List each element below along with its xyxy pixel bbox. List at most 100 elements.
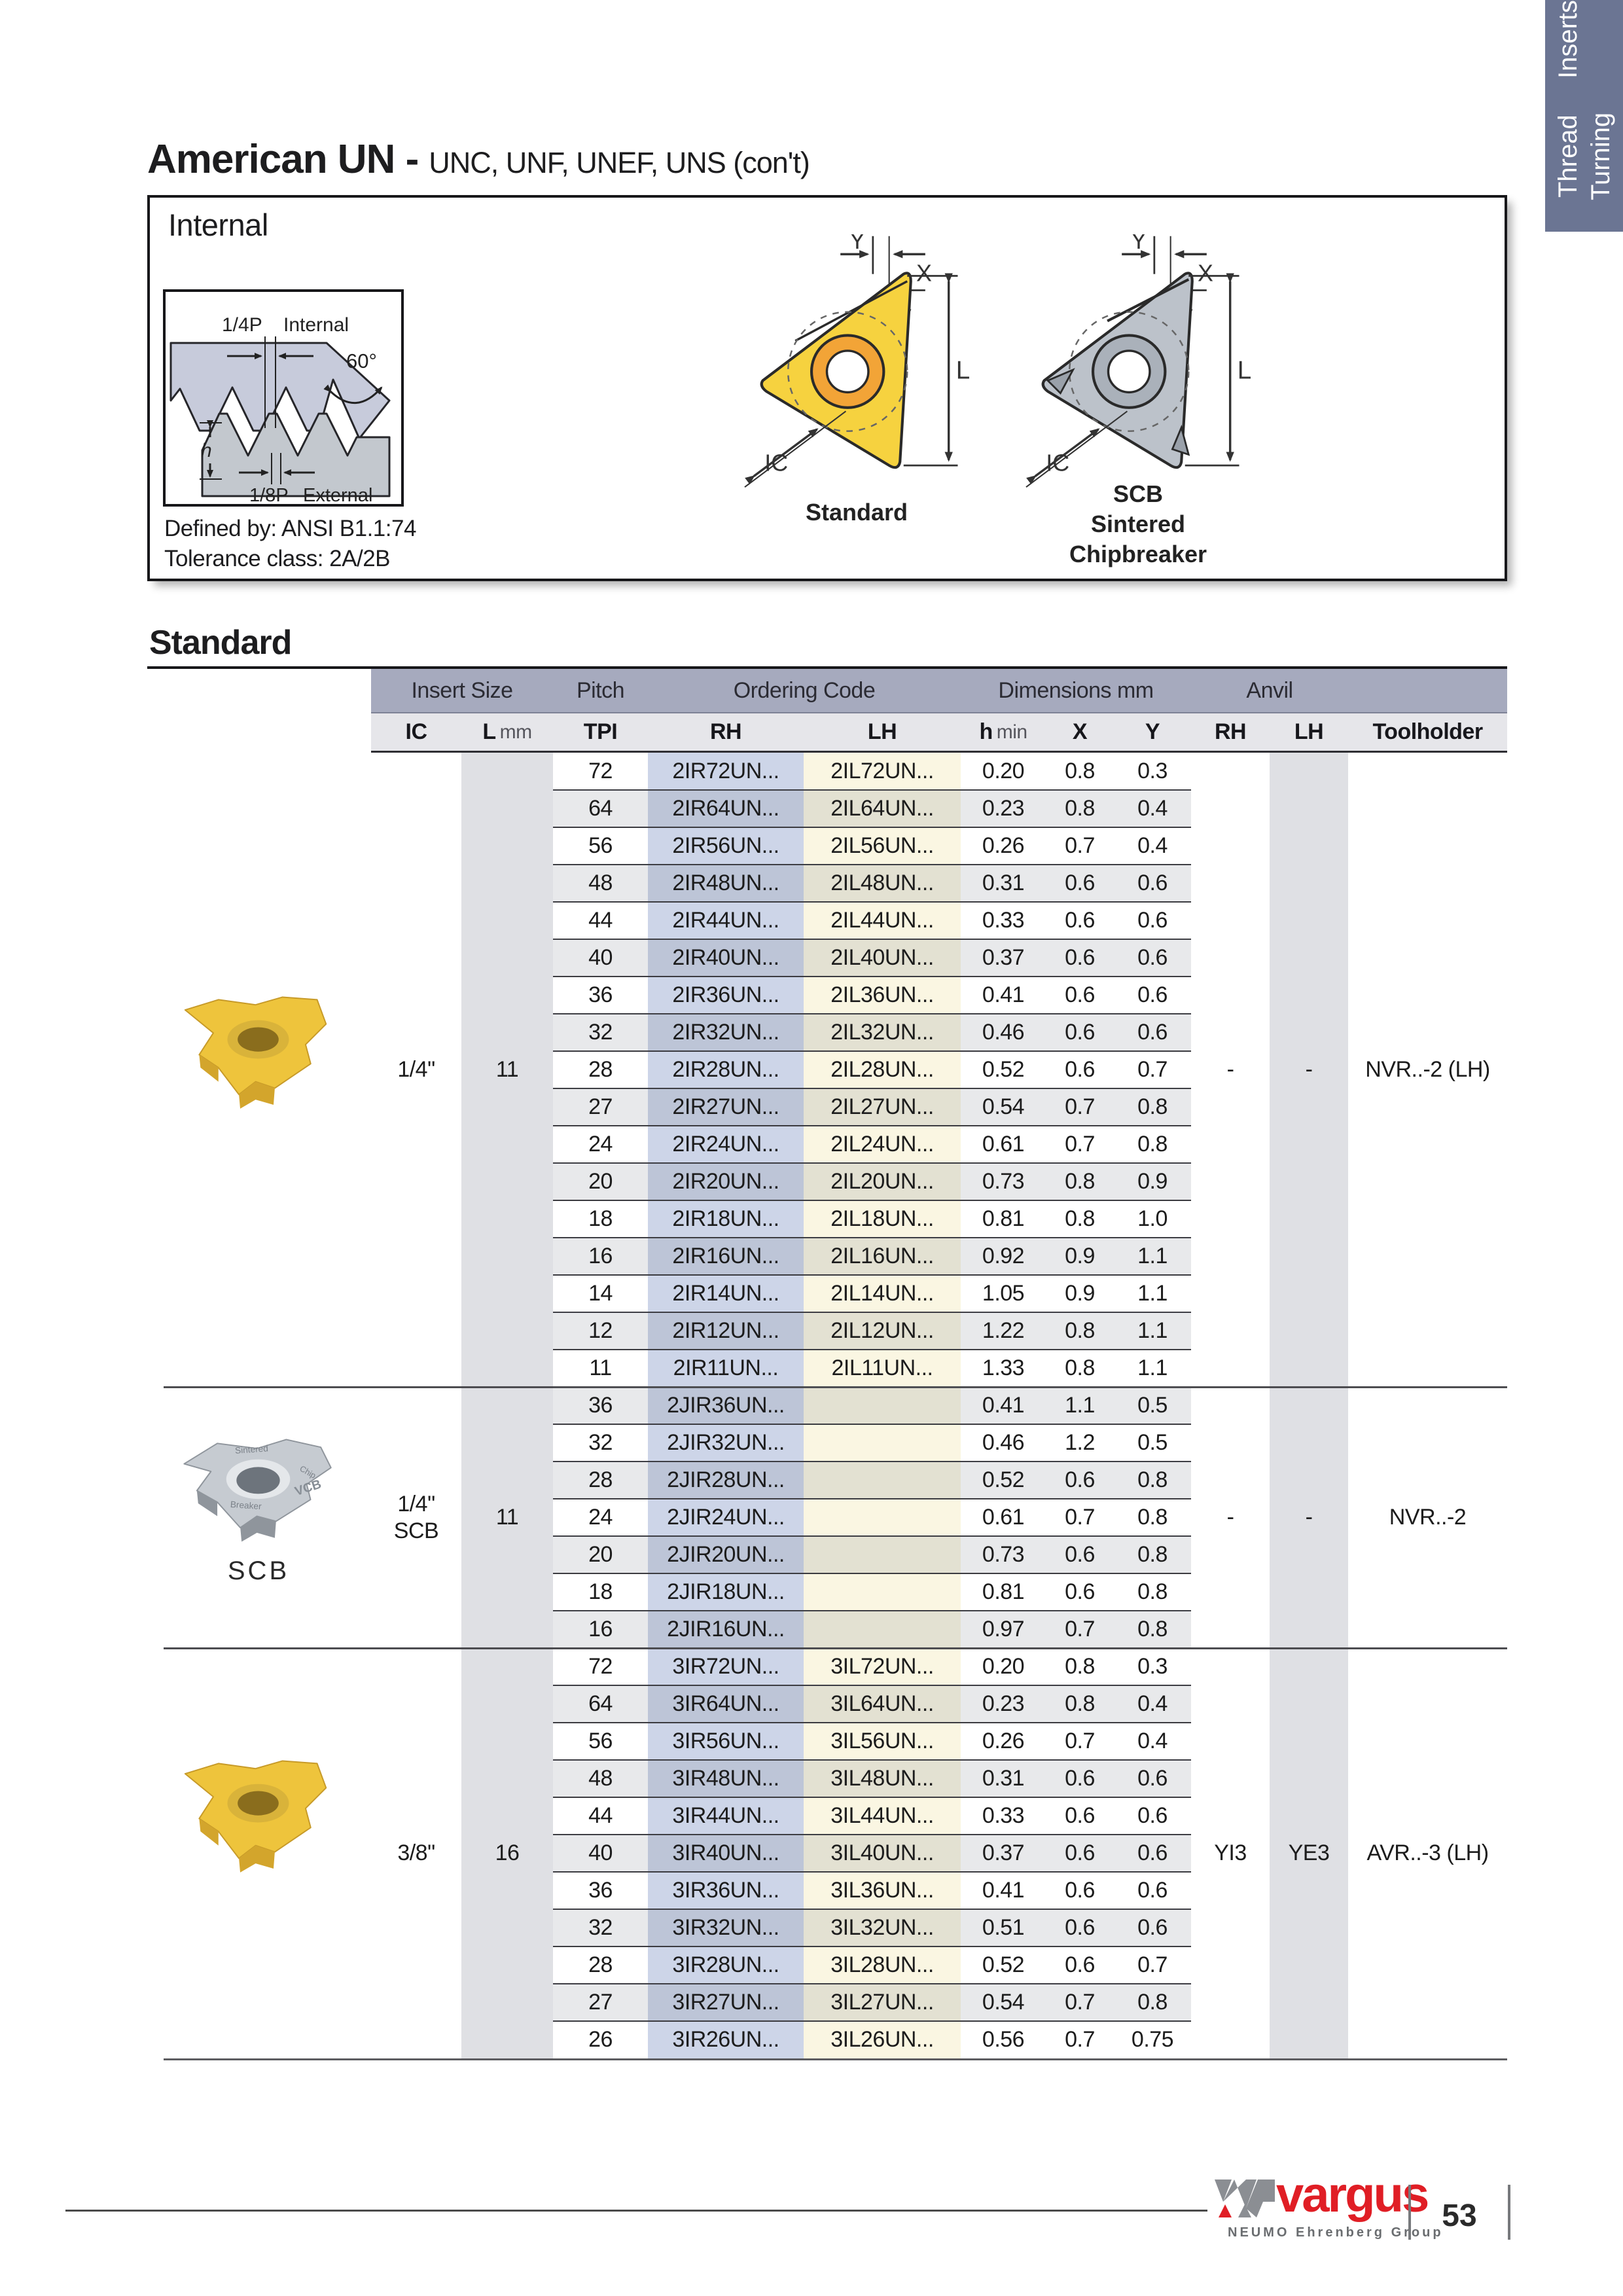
section-toolholder-label: AVR..-3 (LH)	[1366, 1840, 1489, 1866]
row-shade	[553, 939, 1191, 977]
cell-tpi: 72	[588, 759, 613, 783]
cell-y: 0.6	[1137, 982, 1168, 1007]
cell-y: 0.6	[1137, 1766, 1168, 1791]
cell-lh: 3IL32UN...	[830, 1915, 934, 1940]
cell-lh: 2IL64UN...	[830, 796, 934, 821]
cell-h: 0.20	[982, 759, 1025, 783]
row-separator	[553, 1909, 1191, 1910]
cell-h: 0.33	[982, 1803, 1025, 1828]
cell-x: 0.6	[1065, 1020, 1095, 1045]
row-separator	[553, 939, 1191, 940]
cell-rh: 2IR32UN...	[672, 1020, 779, 1045]
cell-tpi: 20	[588, 1169, 613, 1194]
cell-h: 0.52	[982, 1057, 1025, 1082]
stripe-lh-column	[804, 753, 961, 2058]
cell-y: 0.8	[1137, 1467, 1168, 1492]
cell-tpi: 27	[588, 1990, 613, 2015]
cell-lh: 3IL40UN...	[830, 1840, 934, 1865]
dim-l-label: L	[1238, 357, 1251, 385]
cell-y: 1.0	[1137, 1206, 1168, 1231]
cell-y: 1.1	[1137, 1281, 1168, 1306]
cell-y: 0.4	[1137, 833, 1168, 858]
cell-rh: 2IR11UN...	[673, 1355, 779, 1380]
cell-x: 0.6	[1065, 1840, 1095, 1865]
footer-divider-1	[1408, 2185, 1411, 2240]
cell-x: 0.8	[1065, 1654, 1095, 1679]
cell-y: 0.3	[1137, 759, 1168, 783]
cell-y: 0.4	[1137, 1691, 1168, 1716]
cell-rh: 3IR72UN...	[672, 1654, 779, 1679]
cell-h: 0.26	[982, 833, 1025, 858]
cell-y: 0.5	[1137, 1393, 1168, 1418]
cell-tpi: 28	[588, 1467, 613, 1492]
section-toolholder-label: NVR..-2 (LH)	[1365, 1057, 1490, 1083]
cell-x: 0.7	[1065, 1990, 1095, 2015]
tolerance-text: Tolerance class: 2A/2B	[164, 546, 391, 571]
cell-tpi: 56	[588, 833, 613, 858]
label-internal: Internal	[283, 314, 349, 336]
section-toolholder-label: NVR..-2	[1389, 1505, 1467, 1530]
cell-h: 0.52	[982, 1952, 1025, 1977]
cell-tpi: 24	[588, 1505, 613, 1530]
dim-x-label: X	[1198, 260, 1213, 287]
cell-x: 0.8	[1065, 1169, 1095, 1194]
cell-x: 0.6	[1065, 982, 1095, 1007]
cell-y: 0.8	[1137, 1579, 1168, 1604]
cell-h: 1.05	[982, 1281, 1025, 1306]
row-shade	[553, 1835, 1191, 1872]
section-separator	[164, 1386, 1507, 1388]
scb-caption-line3: Chipbreaker	[1069, 541, 1207, 567]
cell-lh: 3IL26UN...	[830, 2027, 934, 2052]
col-header-anvil-lh: LH	[1294, 719, 1324, 744]
vargus-logo-icon	[1215, 2179, 1275, 2217]
cell-y: 0.8	[1137, 1132, 1168, 1157]
cell-h: 0.46	[982, 1430, 1025, 1455]
cell-rh: 2JIR18UN...	[667, 1579, 785, 1604]
cell-tpi: 40	[588, 945, 613, 970]
cell-x: 0.8	[1065, 1206, 1095, 1231]
cell-x: 0.6	[1065, 1057, 1095, 1082]
cell-y: 0.6	[1137, 908, 1168, 933]
cell-rh: 2IR14UN...	[672, 1281, 779, 1306]
cell-h: 0.31	[982, 870, 1025, 895]
vargus-logo-text: vargus	[1276, 2167, 1429, 2223]
stripe-anvil-lh-column	[1270, 753, 1348, 2058]
cell-lh: 2IL40UN...	[830, 945, 934, 970]
cell-lh: 3IL36UN...	[830, 1878, 934, 1903]
internal-box-title: Internal	[168, 207, 268, 242]
cell-y: 0.5	[1137, 1430, 1168, 1455]
section-anvil-rh-label: -	[1226, 1505, 1234, 1530]
cell-rh: 2IR36UN...	[672, 982, 779, 1007]
dim-ic-label: IC	[764, 450, 788, 476]
cell-rh: 2IR12UN...	[672, 1318, 779, 1343]
cell-tpi: 26	[588, 2027, 613, 2052]
section-anvil-rh-label: YI3	[1214, 1840, 1247, 1866]
cell-h: 0.41	[982, 982, 1025, 1007]
label-60deg: 60°	[346, 350, 377, 372]
cell-y: 0.6	[1137, 1915, 1168, 1940]
section-ic-label: 1/4"	[397, 1057, 435, 1083]
cell-rh: 2JIR28UN...	[667, 1467, 785, 1492]
cell-y: 0.7	[1137, 1057, 1168, 1082]
cell-rh: 2JIR20UN...	[667, 1542, 785, 1567]
cell-tpi: 16	[588, 1617, 613, 1641]
cell-x: 1.2	[1065, 1430, 1095, 1455]
cell-rh: 2IR27UN...	[672, 1094, 779, 1119]
cell-x: 0.7	[1065, 2027, 1095, 2052]
cell-tpi: 32	[588, 1430, 613, 1455]
col-header-rh: RH	[709, 719, 742, 744]
cell-rh: 3IR56UN...	[672, 1729, 779, 1753]
cell-lh: 2IL16UN...	[830, 1244, 934, 1268]
cell-tpi: 12	[588, 1318, 613, 1343]
row-shade	[553, 1984, 1191, 2021]
cell-x: 1.1	[1065, 1393, 1095, 1418]
scb-insert-diagram: Y X L IC	[1026, 234, 1251, 488]
cell-h: 0.37	[982, 1840, 1025, 1865]
section-separator	[164, 1647, 1507, 1649]
cell-rh: 2IR48UN...	[672, 870, 779, 895]
cell-tpi: 64	[588, 1691, 613, 1716]
row-separator	[553, 901, 1191, 903]
dim-x-label: X	[916, 260, 932, 287]
cell-rh: 3IR26UN...	[672, 2027, 779, 2052]
cell-y: 0.6	[1137, 945, 1168, 970]
